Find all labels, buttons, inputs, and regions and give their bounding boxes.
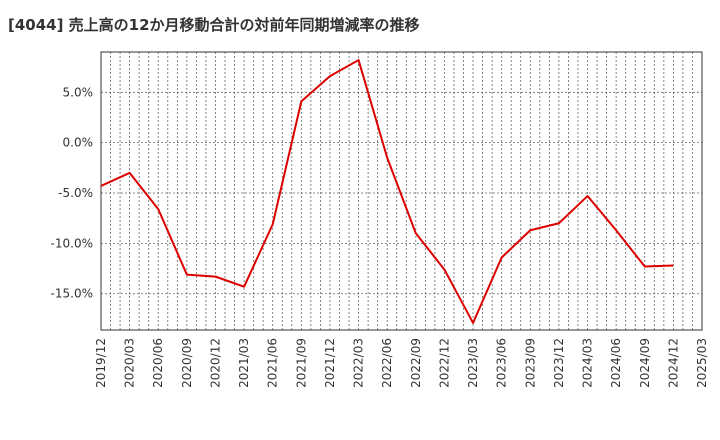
y-axis-ticks: 5.0% 0.0% -5.0% -10.0% -15.0%: [51, 85, 93, 300]
y-tick-label: -10.0%: [51, 236, 93, 250]
x-tick-label: 2022/09: [409, 338, 423, 388]
x-tick-label: 2020/09: [180, 338, 194, 388]
x-tick-label: 2021/03: [237, 338, 251, 388]
series-layer: [100, 59, 674, 324]
x-tick-label: 2024/03: [581, 338, 595, 388]
x-tick-label: 2021/06: [266, 338, 280, 388]
x-tick-label: 2023/12: [552, 338, 566, 388]
x-tick-label: 2020/03: [123, 338, 137, 388]
x-tick-label: 2023/09: [523, 338, 537, 388]
y-tick-label: 0.0%: [63, 136, 94, 150]
x-tick-label: 2024/06: [609, 338, 623, 388]
x-tick-label: 2024/12: [666, 338, 680, 388]
x-tick-label: 2023/03: [466, 338, 480, 388]
y-tick-label: -5.0%: [58, 186, 93, 200]
x-tick-label: 2025/03: [695, 338, 709, 388]
x-tick-label: 2022/06: [380, 338, 394, 388]
x-tick-label: 2021/12: [323, 338, 337, 388]
x-tick-label: 2020/06: [151, 338, 165, 388]
plot-frame: [100, 51, 703, 331]
x-tick-label: 2020/12: [208, 338, 222, 388]
series-line: [100, 59, 674, 324]
y-tick-label: 5.0%: [63, 85, 94, 99]
x-tick-label: 2021/09: [294, 338, 308, 388]
x-tick-label: 2024/09: [638, 338, 652, 388]
chart-title: [4044] 売上高の12か月移動合計の対前年同期増減率の推移: [8, 16, 420, 34]
x-tick-label: 2022/12: [437, 338, 451, 388]
x-tick-label: 2022/03: [352, 338, 366, 388]
x-tick-label: 2019/12: [94, 338, 108, 388]
y-tick-label: -15.0%: [51, 287, 93, 301]
x-tick-label: 2023/06: [495, 338, 509, 388]
x-axis-ticks: 2019/12 2020/03 2020/06 2020/09 2020/12 2021/…: [94, 338, 709, 388]
grid-lines: [101, 52, 702, 330]
